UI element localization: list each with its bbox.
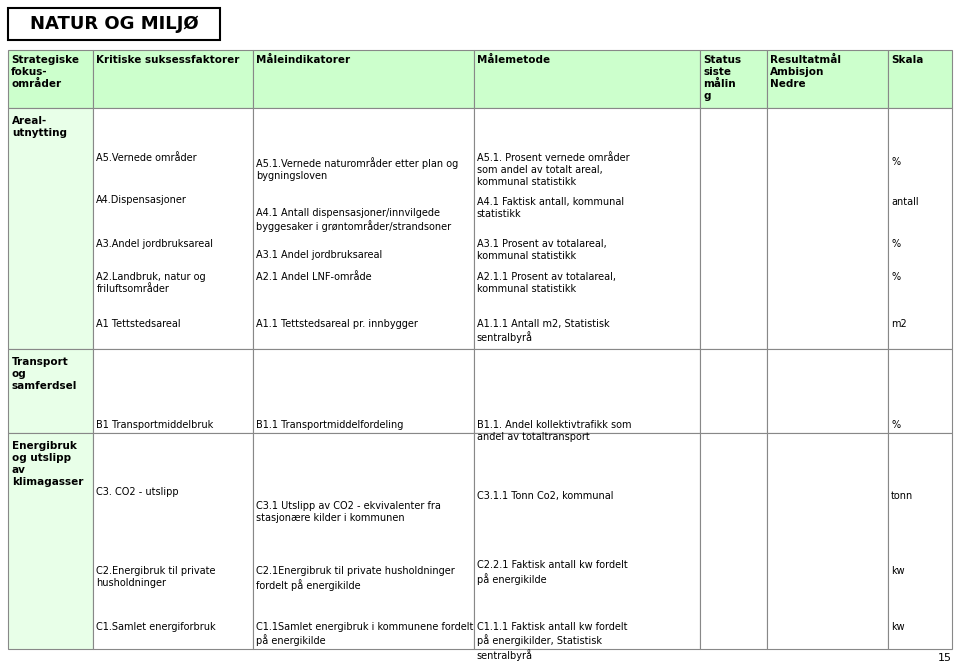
Text: Måleindikatorer: Måleindikatorer [255,55,349,65]
Text: A5.Vernede områder: A5.Vernede områder [96,153,197,162]
Text: C3.1 Utslipp av CO2 - ekvivalenter fra
stasjonære kilder i kommunen: C3.1 Utslipp av CO2 - ekvivalenter fra s… [255,501,441,523]
Text: A2.1 Andel LNF-område: A2.1 Andel LNF-område [255,272,372,282]
Text: %: % [891,239,900,249]
Bar [252,433,474,649]
Text: kw: kw [891,566,905,576]
Bar [767,50,888,108]
Text: A4.1 Faktisk antall, kommunal
statistikk: A4.1 Faktisk antall, kommunal statistikk [477,197,624,219]
Bar [767,108,888,349]
Text: C1.1Samlet energibruk i kommunene fordelt
på energikilde: C1.1Samlet energibruk i kommunene fordel… [255,622,473,646]
Text: C2.1Energibruk til private husholdninger
fordelt på energikilde: C2.1Energibruk til private husholdninger… [255,566,454,590]
Bar [888,108,952,349]
Text: A2.Landbruk, natur og
friluftsområder: A2.Landbruk, natur og friluftsområder [96,272,206,295]
Bar [8,50,93,108]
Text: %: % [891,157,900,167]
Text: tonn: tonn [891,491,914,501]
Text: NATUR OG MILJØ: NATUR OG MILJØ [30,15,199,33]
Bar [700,50,767,108]
Bar [767,349,888,433]
Bar [8,433,93,649]
Text: 15: 15 [938,653,952,663]
Text: %: % [891,272,900,282]
Bar [93,349,252,433]
Bar [8,108,93,349]
Text: A3.1 Prosent av totalareal,
kommunal statistikk: A3.1 Prosent av totalareal, kommunal sta… [477,239,607,261]
Bar [888,349,952,433]
Bar [252,50,474,108]
Text: A1.1.1 Antall m2, Statistisk
sentralbyrå: A1.1.1 Antall m2, Statistisk sentralbyrå [477,319,610,343]
Bar [700,433,767,649]
Text: B1.1 Transportmiddelfordeling: B1.1 Transportmiddelfordeling [255,420,403,430]
Text: antall: antall [891,197,919,207]
Text: A3.1 Andel jordbruksareal: A3.1 Andel jordbruksareal [255,250,382,260]
Text: A5.1. Prosent vernede områder
som andel av totalt areal,
kommunal statistikk: A5.1. Prosent vernede områder som andel … [477,153,630,187]
Text: Transport
og
samferdsel: Transport og samferdsel [12,357,78,391]
Text: A4.Dispensasjoner: A4.Dispensasjoner [96,195,187,205]
Bar [252,349,474,433]
Bar [93,108,252,349]
Text: Energibruk
og utslipp
av
klimagasser: Energibruk og utslipp av klimagasser [12,441,84,486]
Text: %: % [891,420,900,430]
Bar [93,50,252,108]
Bar [700,349,767,433]
Bar [8,349,93,433]
Text: C3.1.1 Tonn Co2, kommunal: C3.1.1 Tonn Co2, kommunal [477,491,613,501]
Text: Skala: Skala [891,55,924,65]
Bar [93,433,252,649]
Text: B1 Transportmiddelbruk: B1 Transportmiddelbruk [96,420,214,430]
Text: A1 Tettstedsareal: A1 Tettstedsareal [96,319,181,329]
Text: m2: m2 [891,319,907,329]
Text: A5.1.Vernede naturområder etter plan og
bygningsloven: A5.1.Vernede naturområder etter plan og … [255,157,458,181]
Text: C2.Energibruk til private
husholdninger: C2.Energibruk til private husholdninger [96,566,216,588]
Bar [474,433,700,649]
Text: A2.1.1 Prosent av totalareal,
kommunal statistikk: A2.1.1 Prosent av totalareal, kommunal s… [477,272,615,295]
Bar [888,50,952,108]
Text: C1.1.1 Faktisk antall kw fordelt
på energikilder, Statistisk
sentralbyrå: C1.1.1 Faktisk antall kw fordelt på ener… [477,622,627,661]
Bar [474,50,700,108]
Text: Areal-
utnytting: Areal- utnytting [12,116,67,138]
Text: C3. CO2 - utslipp: C3. CO2 - utslipp [96,486,179,497]
Bar [700,108,767,349]
Text: A1.1 Tettstedsareal pr. innbygger: A1.1 Tettstedsareal pr. innbygger [255,319,418,329]
Bar [252,108,474,349]
Text: Status
siste
målin
g: Status siste målin g [703,55,741,101]
Bar [888,433,952,649]
Text: B1.1. Andel kollektivtrafikk som
andel av totaltransport: B1.1. Andel kollektivtrafikk som andel a… [477,420,632,442]
Text: Strategiske
fokus-
områder: Strategiske fokus- områder [11,55,79,89]
Text: C1.Samlet energiforbruk: C1.Samlet energiforbruk [96,622,216,632]
Bar [474,108,700,349]
Bar [474,349,700,433]
Text: Kritiske suksessfaktorer: Kritiske suksessfaktorer [96,55,240,65]
Bar [8,8,220,40]
Text: A4.1 Antall dispensasjoner/innvilgede
byggesaker i grøntområder/strandsoner: A4.1 Antall dispensasjoner/innvilgede by… [255,208,451,232]
Text: C2.2.1 Faktisk antall kw fordelt
på energikilde: C2.2.1 Faktisk antall kw fordelt på ener… [477,560,628,584]
Text: Målemetode: Målemetode [477,55,550,65]
Text: kw: kw [891,622,905,632]
Bar [767,433,888,649]
Text: Resultatmål
Ambisjon
Nedre: Resultatmål Ambisjon Nedre [770,55,841,89]
Text: A3.Andel jordbruksareal: A3.Andel jordbruksareal [96,239,213,249]
